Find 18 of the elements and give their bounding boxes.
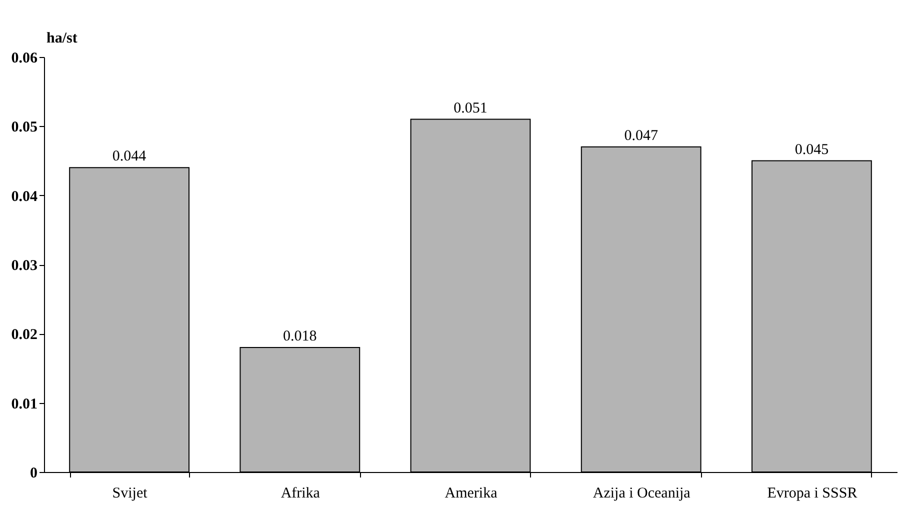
x-tick-label: Amerika: [444, 486, 498, 502]
data-label: 0.047: [624, 128, 658, 144]
x-tick-label: Evropa i SSSR: [767, 486, 858, 502]
x-tick-label: Svijet: [112, 486, 148, 502]
y-tick-label: 0.04: [11, 188, 38, 205]
data-label: 0.045: [794, 142, 829, 158]
data-label: 0.018: [283, 328, 317, 344]
y-tick-label: 0.03: [11, 258, 38, 274]
x-tick-label: Afrika: [280, 486, 320, 502]
y-tick-label: 0: [30, 466, 38, 482]
x-tick-label: Azija i Oceanija: [592, 486, 691, 502]
y-tick-label: 0.06: [11, 50, 38, 66]
data-label: 0.044: [112, 148, 147, 165]
y-tick-label: 0.05: [11, 120, 38, 136]
y-tick-label: 0.01: [11, 396, 38, 412]
y-tick-label: 0.02: [11, 327, 38, 344]
y-axis-title: ha/st: [46, 30, 78, 46]
data-label: 0.051: [454, 100, 488, 116]
